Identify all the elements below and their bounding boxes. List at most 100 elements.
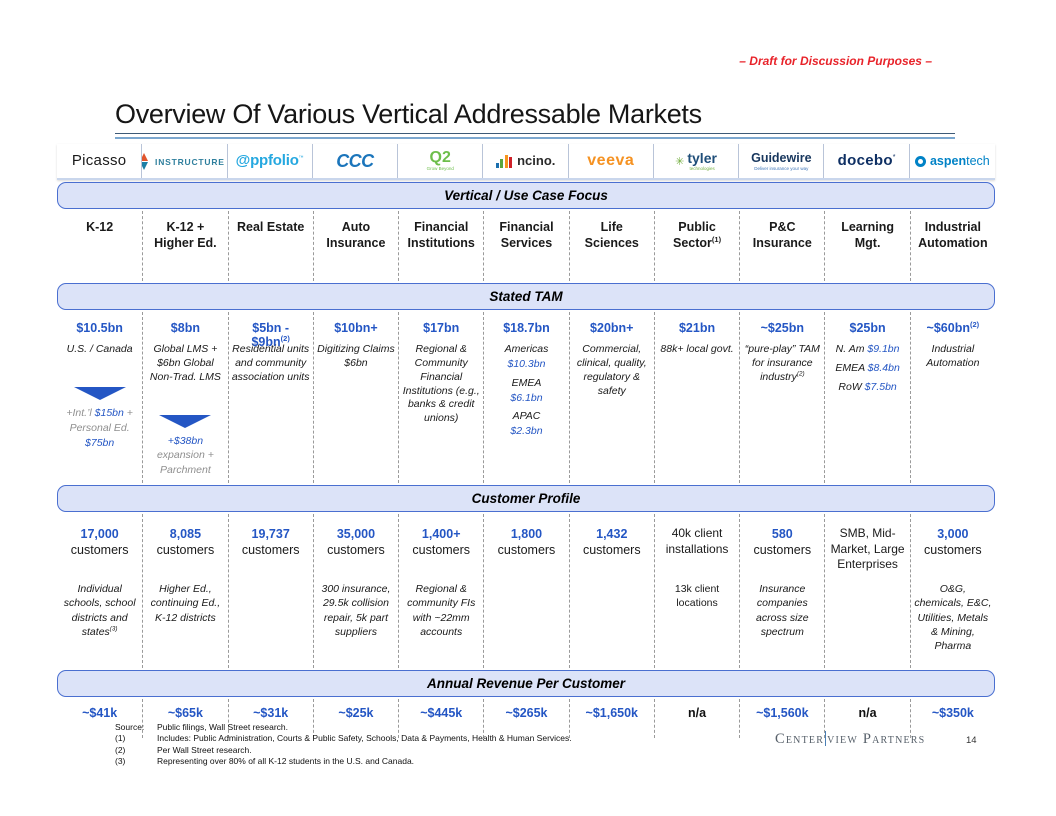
tam-detail: 88k+ local govt. xyxy=(658,343,736,475)
text-line: 88k+ local govt. xyxy=(658,343,736,357)
logo-picasso: Picasso xyxy=(57,144,143,178)
text-line: Regional & Community Financial Instituti… xyxy=(402,343,480,426)
text-run: (2) xyxy=(796,370,805,378)
text-line: Americas xyxy=(487,343,565,357)
logo-guidewire: Guidewire Deliver insurance your way xyxy=(739,144,825,178)
text-run: Individual schools, school districts and… xyxy=(63,583,136,638)
customers-veeva: 1,432 customers xyxy=(568,514,654,669)
text-run: APAC xyxy=(512,410,541,423)
tam-guidewire: ~$25bn “pure-play” TAM for insurance indu… xyxy=(739,312,824,484)
text-line: Commercial, clinical, quality, regulator… xyxy=(573,343,651,398)
customer-count-label: customers xyxy=(753,543,812,558)
focus-ccc: Auto Insurance xyxy=(312,211,398,281)
source-text: Public filings, Wall Street research. xyxy=(157,722,289,732)
revenue-value: ~$31k xyxy=(253,706,289,721)
revenue-value: ~$350k xyxy=(931,706,974,721)
band-customer-profile: Customer Profile xyxy=(57,485,995,513)
tam-value: $10bn+ xyxy=(317,321,395,343)
logo-ccc: CCC xyxy=(312,144,399,178)
revenue-value: ~$265k xyxy=(505,706,548,721)
revenue-value: ~$1,650k xyxy=(585,706,638,721)
tam-detail: U.S. / Canada +Int.’l $15bn + Personal Ed.… xyxy=(60,343,139,475)
focus-label: Life Sciences xyxy=(584,220,639,251)
text-run: RoW xyxy=(838,380,865,393)
text-run: Insurance companies across size spectrum xyxy=(756,583,809,638)
revenue-veeva: ~$1,650k xyxy=(568,699,654,739)
band-annual-revenue: Annual Revenue Per Customer xyxy=(57,670,995,698)
logo-inner: ncino. xyxy=(495,153,556,169)
tam-tyler: $21bn 88k+ local govt. xyxy=(653,312,739,484)
text-line: Parchment xyxy=(146,464,224,478)
footnote-label: (1) xyxy=(115,733,126,744)
text-run: Higher Ed., continuing Ed., K-12 distric… xyxy=(150,583,221,624)
focus-instructure: K-12 + Higher Ed. xyxy=(142,211,227,281)
logo-appfolio: @ppfolio xyxy=(227,144,313,178)
customer-count-number: 1,400+ xyxy=(421,527,461,542)
text-run: “pure-play” TAM for insurance industry xyxy=(744,343,820,383)
tam-detail: Regional & Community Financial Instituti… xyxy=(402,343,480,475)
row-annual-revenue: ~$41k ~$65k ~$31k ~$25k ~$445k ~$265k ~$1,650k… xyxy=(57,699,995,739)
logo-inner: aspentech xyxy=(914,153,990,169)
tam-instructure: $8bn Global LMS + $6bn Global Non-Trad. L… xyxy=(142,312,227,484)
logo-text: veeva xyxy=(587,152,635,169)
text-line: “pure-play” TAM for insurance industry(2… xyxy=(743,343,821,385)
text-run: $2.3bn xyxy=(510,425,543,438)
text-run: $15bn xyxy=(94,406,124,419)
band-vertical-use-case: Vertical / Use Case Focus xyxy=(57,182,995,209)
revenue-value: ~$25k xyxy=(338,706,374,721)
bar xyxy=(495,162,499,168)
revenue-q2: ~$445k xyxy=(398,699,483,739)
logo-tagline: Deliver insurance your way xyxy=(754,166,809,172)
tam-detail: Commercial, clinical, quality, regulator… xyxy=(573,343,651,475)
text-line: +Int.’l $15bn + xyxy=(60,407,139,421)
revenue-ncino: ~$265k xyxy=(483,699,568,739)
tam-detail: N. Am $9.1bn EMEA $8.4bn RoW $7.5bn xyxy=(828,343,906,475)
logo-wordmark: INSTRUCTURE xyxy=(155,153,225,169)
logo-wordmark: Picasso xyxy=(72,153,127,169)
customer-description: Higher Ed., continuing Ed., K-12 distric… xyxy=(146,582,224,668)
text-line: Regional & community FIs with ~22mm acco… xyxy=(402,582,480,639)
customer-count-number: 19,737 xyxy=(251,527,290,542)
focus-guidewire: P&C Insurance xyxy=(739,211,824,281)
text-run: Regional & Community Financial Instituti… xyxy=(402,343,480,425)
tam-value: $18.7bn xyxy=(487,321,565,343)
customer-description: Regional & community FIs with ~22mm acco… xyxy=(402,582,480,668)
tam-value: $10.5bn xyxy=(60,321,139,343)
tam-detail: Industrial Automation xyxy=(914,343,992,475)
customers-ccc: 35,000 customers 300 insurance, 29.5k coll… xyxy=(312,514,398,669)
logo-wordmark: tyler xyxy=(687,151,717,167)
customer-description: 13k client locations xyxy=(658,582,736,668)
logo-text: ncino. xyxy=(517,153,556,168)
focus-picasso: K-12 xyxy=(57,211,142,281)
focus-label: Learning Mgt. xyxy=(841,220,894,251)
tam-value-text: $5bn - $9bn xyxy=(251,321,290,349)
logo-tagline: technologies xyxy=(689,165,715,171)
logo-text-2: tech xyxy=(966,154,990,168)
text-run: Residential units and community associat… xyxy=(231,343,310,383)
logo-text-wrap: Picasso xyxy=(72,153,127,169)
tam-aspentech: ~$60bn(2) Industrial Automation xyxy=(909,312,995,484)
text-line: expansion + xyxy=(146,449,224,463)
logo-text: Picasso xyxy=(71,152,127,169)
row-customer-profile: 17,000 customers Individual schools, schoo… xyxy=(57,514,995,669)
text-line: Global LMS + $6bn Global Non-Trad. LMS xyxy=(146,343,224,385)
text-line: EMEA $8.4bn xyxy=(828,362,906,376)
customer-description: 300 insurance, 29.5k collision repair, 5… xyxy=(317,582,395,668)
logo-text-wrap: @ppfolio xyxy=(236,153,304,169)
text-line: N. Am $9.1bn xyxy=(828,343,906,357)
focus-label: Industrial Automation xyxy=(918,220,988,251)
customer-count-number: 1,432 xyxy=(596,527,628,542)
customers-appfolio: 19,737 customers xyxy=(227,514,313,669)
focus-ncino: Financial Services xyxy=(483,211,568,281)
tam-value-text: $10bn+ xyxy=(334,321,378,335)
text-run: Americas xyxy=(504,343,549,355)
customers-instructure: 8,085 customers Higher Ed., continuing Ed.… xyxy=(142,514,227,669)
logo-text: aspen xyxy=(929,154,967,168)
circle-swirl-icon xyxy=(914,155,926,167)
customer-count: 19,737 customers xyxy=(232,526,310,574)
text-line: RoW $7.5bn xyxy=(828,381,906,395)
revenue-tyler: n/a xyxy=(653,699,739,739)
